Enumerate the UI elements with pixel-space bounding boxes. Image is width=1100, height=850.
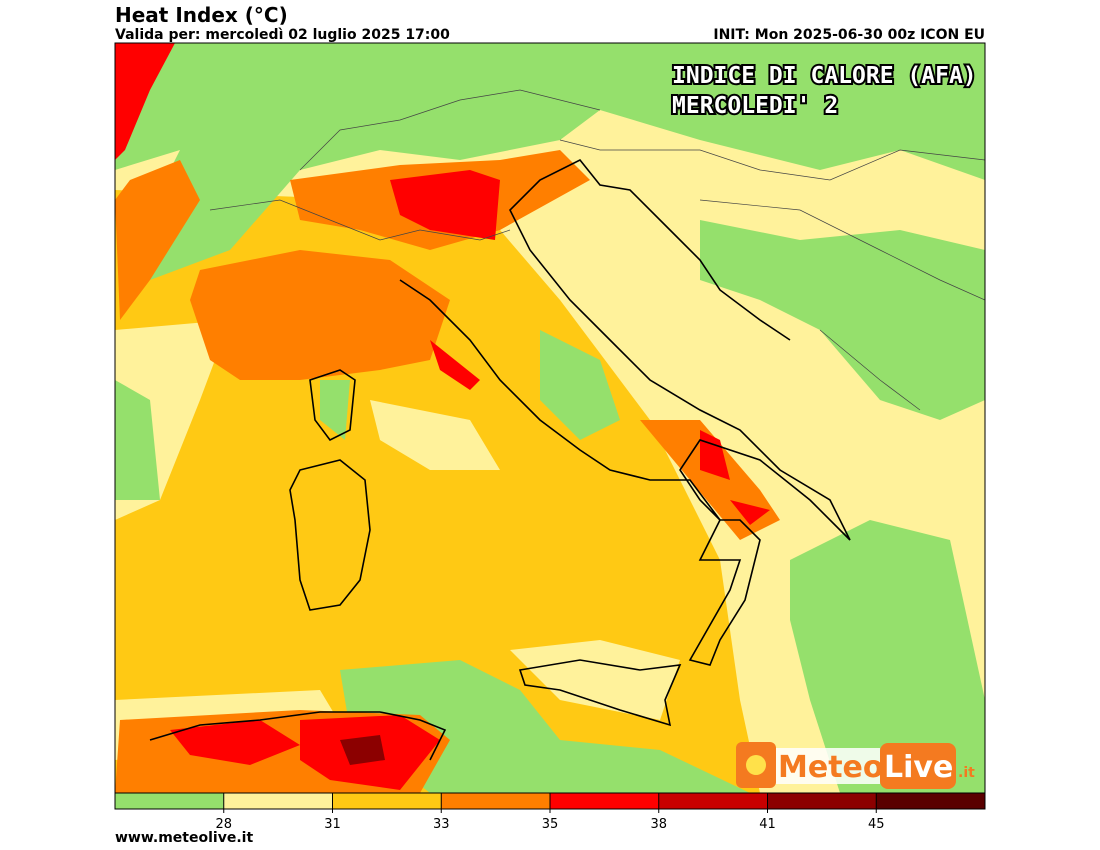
overlay-line: INDICE DI CALORE (AFA) — [672, 63, 977, 89]
colorbar-segment — [223, 793, 333, 809]
colorbar-segment — [767, 793, 877, 809]
colorbar: 28 31 33 35 38 41 45 — [114, 792, 986, 832]
colorbar-segment — [658, 793, 768, 809]
colorbar-tick-label: 28 — [215, 817, 232, 832]
colorbar-segment — [550, 793, 660, 809]
title: Heat Index (°C) — [115, 3, 288, 27]
valid-time: Valida per: mercoledì 02 luglio 2025 17:… — [115, 27, 450, 43]
logo-text: Live — [884, 750, 953, 785]
colorbar-segment — [441, 793, 551, 809]
colorbar-tick-label: 31 — [324, 817, 341, 832]
colorbar-tick-label: 41 — [759, 817, 776, 832]
colorbar-segment — [115, 793, 225, 809]
overlay-line: MERCOLEDI' 2 — [672, 93, 838, 119]
colorbar-tick-label: 35 — [542, 817, 559, 832]
colorbar-tick-label: 45 — [868, 817, 885, 832]
colorbar-segment — [332, 793, 442, 809]
logo: Meteo Live .it — [736, 742, 975, 789]
colorbar-tick-label: 33 — [433, 817, 450, 832]
logo-text: Meteo — [778, 750, 884, 785]
footer-url: www.meteolive.it — [115, 830, 253, 846]
map — [115, 43, 985, 793]
colorbar-segment — [876, 793, 986, 809]
colorbar-tick-label: 38 — [650, 817, 667, 832]
init-time: INIT: Mon 2025-06-30 00z ICON EU — [713, 27, 985, 43]
logo-suffix: .it — [958, 765, 975, 781]
